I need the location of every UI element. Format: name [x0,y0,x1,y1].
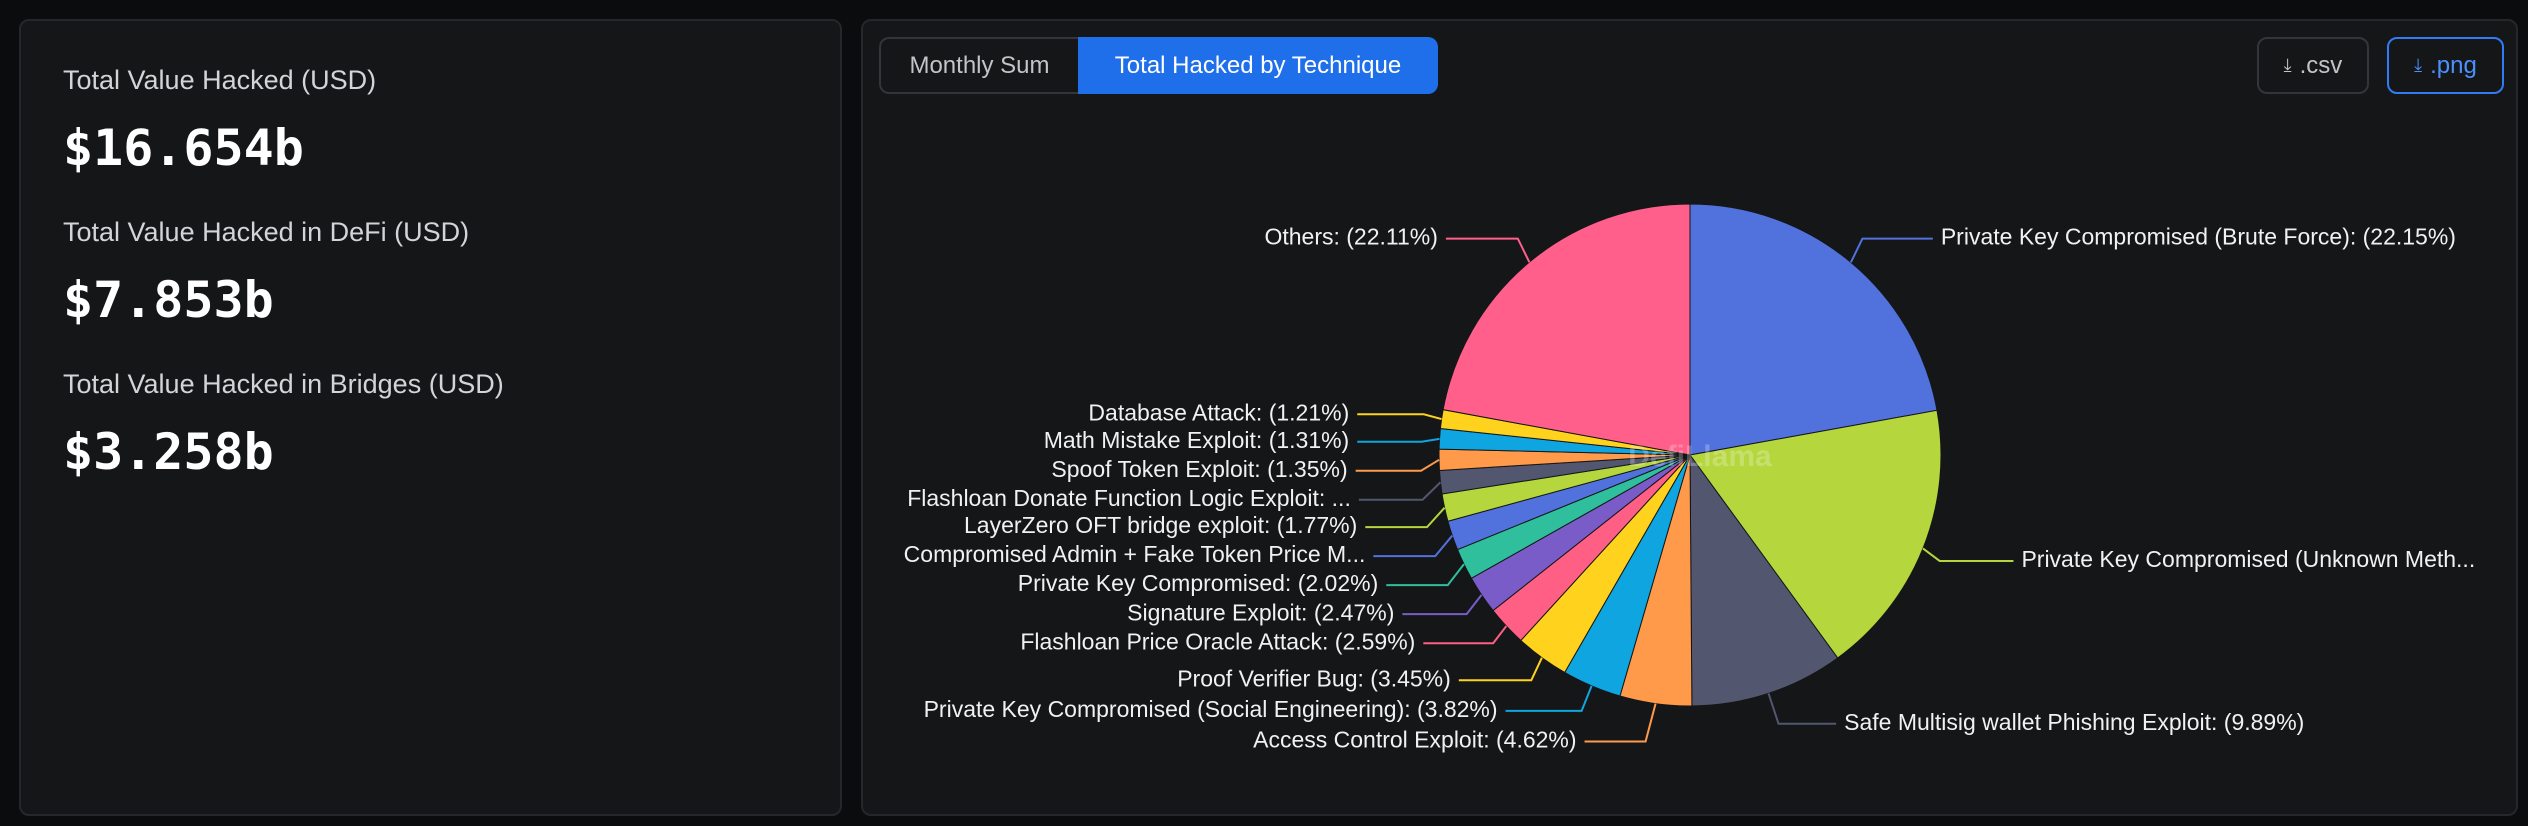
label-line [1850,237,1933,263]
slice-label: LayerZero OFT bridge exploit: (1.77%) [964,512,1357,538]
stat-label: Total Value Hacked (USD) [63,65,377,95]
stat-value: $16.654b [63,119,304,177]
slice-label: Private Key Compromised (Social Engineer… [924,696,1498,722]
slice-label: Signature Exploit: (2.47%) [1127,599,1394,625]
label-line [1373,534,1454,558]
slice-label: Private Key Compromised: (2.02%) [1018,570,1378,596]
label-line [1386,563,1465,587]
tab[interactable]: Monthly Sum [879,37,1078,94]
slice-label: Math Mistake Exploit: (1.31%) [1044,427,1350,453]
watermark: DefiLlama [1628,440,1772,473]
label-line [1355,458,1440,472]
label-line [1584,703,1657,743]
download-png[interactable]: ⤓ .png [2387,37,2504,94]
slice-label: Proof Verifier Bug: (3.45%) [1177,665,1451,691]
stat-label: Total Value Hacked in Bridges (USD) [63,369,504,399]
slice-label: Flashloan Price Oracle Attack: (2.59%) [1020,628,1415,654]
label-line [1357,413,1442,421]
pie-slice [1442,203,1691,456]
label-line [1505,685,1593,712]
slice-label: Private Key Compromised (Brute Force): (… [1941,224,2456,250]
label-line [1402,594,1483,616]
slice-label: Spoof Token Exploit: (1.35%) [1051,456,1347,482]
slice-label: Access Control Exploit: (4.62%) [1253,727,1576,753]
pie-slice [1689,453,1839,707]
slice-label: Database Attack: (1.21%) [1088,399,1349,425]
stat-value: $3.258b [63,423,274,481]
stat-value: $7.853b [63,271,274,329]
label-line [1423,625,1508,645]
pie-slice [1689,203,1938,456]
slice-label: Safe Multisig wallet Phishing Exploit: (… [1844,709,2304,735]
label-line [1358,481,1442,501]
label-line [1767,693,1837,725]
slice-label: Others: (22.11%) [1264,224,1437,250]
download-label: .png [2430,51,2477,79]
label-line [1445,237,1531,263]
slice-label: Compromised Admin + Fake Token Price M..… [904,541,1366,567]
download-csv[interactable]: ⤓ .csv [2257,37,2369,94]
tab-active[interactable]: Total Hacked by Technique [1078,37,1438,94]
slice-label: Flashloan Donate Function Logic Exploit:… [907,485,1351,511]
download-label: .csv [2299,51,2343,79]
slice-label: Private Key Compromised (Unknown Meth... [2021,546,2475,572]
label-line [1458,657,1543,682]
label-line [1922,547,2014,562]
stat-label: Total Value Hacked in DeFi (USD) [63,217,470,247]
label-line [1365,507,1446,529]
stats-panel: Total Value Hacked (USD) $16.654b Total … [19,19,842,816]
label-line [1357,437,1440,443]
